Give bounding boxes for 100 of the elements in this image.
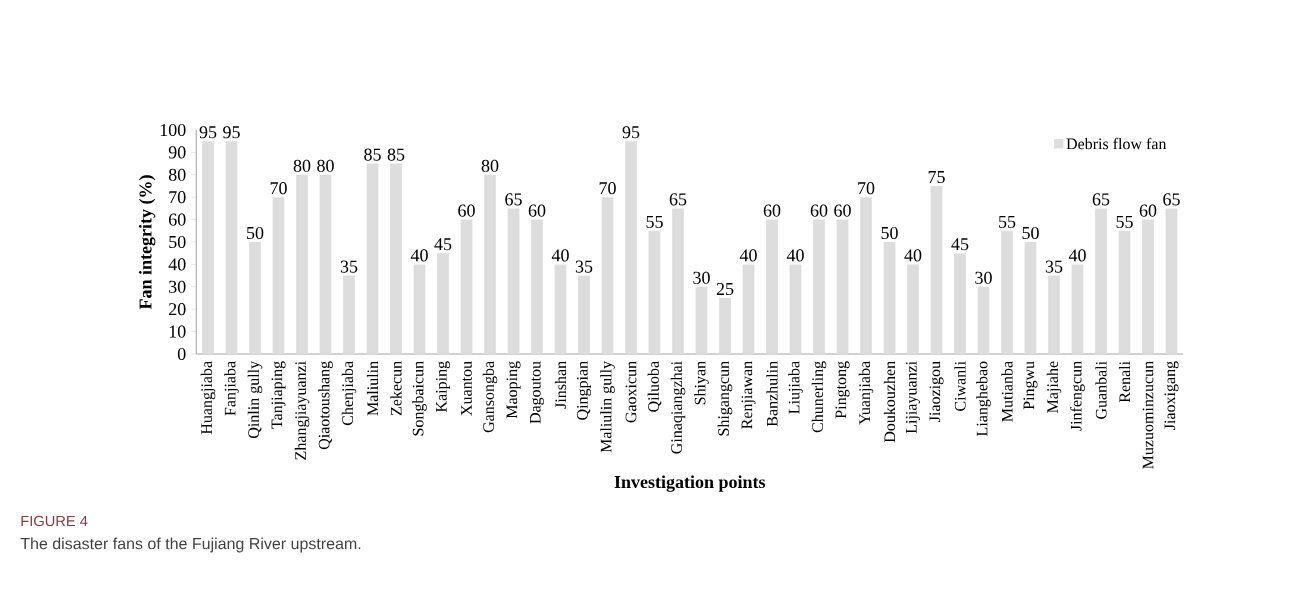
x-tick-label: Jiaozigou xyxy=(929,361,944,422)
bar xyxy=(390,163,402,354)
x-tick-label: Shigangcun xyxy=(717,361,733,436)
x-tick-label: Muzuominzucun xyxy=(1142,361,1154,469)
y-tick-label: 100 xyxy=(160,123,186,137)
data-label: 30 xyxy=(975,271,992,284)
bar xyxy=(272,197,285,354)
legend-label: Debris flow fan xyxy=(1066,137,1167,150)
bar xyxy=(742,264,755,354)
bar xyxy=(531,219,543,354)
data-label: 40 xyxy=(1068,249,1086,262)
data-label: 35 xyxy=(575,260,593,273)
bar xyxy=(413,264,426,354)
x-axis-title: Investigation points xyxy=(614,475,766,492)
bar xyxy=(601,197,614,354)
caption: FIGURE 4 xyxy=(21,515,88,527)
bar xyxy=(437,253,449,354)
x-tick-label: Qiluoba xyxy=(647,361,662,412)
data-label: 60 xyxy=(528,204,546,217)
bar xyxy=(296,174,308,354)
data-label: 40 xyxy=(786,249,804,262)
x-tick-label: Renali xyxy=(1118,361,1131,403)
bar xyxy=(460,219,473,354)
data-label: 60 xyxy=(834,204,851,217)
text: The disaster fans of the Fujiang River upstream. xyxy=(20,537,361,553)
x-tick-label: Ginaqiangzhai xyxy=(670,361,686,454)
data-label: 60 xyxy=(1139,204,1157,217)
data-label: 70 xyxy=(270,182,287,195)
bar xyxy=(319,174,332,354)
x-tick-label: Dagoutou xyxy=(530,361,544,424)
data-label: 40 xyxy=(410,249,428,262)
bar xyxy=(366,163,379,354)
data-label: 45 xyxy=(434,238,452,251)
x-tick-label: Songbaicun xyxy=(412,361,427,436)
x-tick-label: Renjiawan xyxy=(741,361,756,429)
y-tick-label: 10 xyxy=(169,325,186,338)
data-label: 55 xyxy=(999,215,1016,228)
data-label: 70 xyxy=(599,182,616,195)
bar xyxy=(1071,264,1084,354)
data-label: 80 xyxy=(293,159,311,172)
x-tick-label: Pingtong xyxy=(835,361,850,419)
x-tick-label: Kaiping xyxy=(435,361,451,413)
bar xyxy=(1095,208,1107,354)
bar xyxy=(813,219,825,354)
bar xyxy=(1165,208,1178,354)
bar xyxy=(1048,275,1060,354)
x-tick-label: Jinfengcun xyxy=(1070,361,1085,431)
bar xyxy=(766,219,778,354)
bar xyxy=(954,253,966,354)
data-label: 65 xyxy=(1092,193,1110,206)
bar xyxy=(625,141,637,354)
x-tick-label: Fanjiaba xyxy=(224,361,239,416)
bar xyxy=(1118,230,1131,354)
bar xyxy=(1001,230,1013,354)
bar xyxy=(1024,241,1037,354)
bar xyxy=(507,208,520,354)
data-label: 40 xyxy=(551,249,569,262)
x-tick-label: Mutianba xyxy=(1001,361,1013,422)
bar xyxy=(719,297,731,354)
y-tick-label: 50 xyxy=(169,235,186,249)
data-label: 95 xyxy=(199,126,217,139)
data-label: 40 xyxy=(904,249,922,262)
data-label: 95 xyxy=(622,126,640,139)
y-tick-label: 80 xyxy=(168,168,186,181)
x-tick-label: Ciwanli xyxy=(954,361,966,411)
bar xyxy=(484,174,496,354)
y-tick-label: 90 xyxy=(168,146,186,159)
x-tick-label: Qinlin gully xyxy=(247,360,263,439)
bar xyxy=(343,275,355,354)
y-tick-label: 70 xyxy=(169,191,186,204)
x-tick-label: Maoping xyxy=(506,361,521,419)
data-label: 25 xyxy=(716,282,734,296)
bar xyxy=(883,241,896,354)
data-label: 50 xyxy=(247,226,264,240)
y-tick-label: 20 xyxy=(169,303,186,316)
bar xyxy=(249,241,261,354)
x-tick-label: Maliulin gully xyxy=(600,360,615,453)
data-label: 85 xyxy=(387,148,405,161)
data-label: 55 xyxy=(1116,215,1133,228)
data-label: 95 xyxy=(223,126,240,139)
x-tick-label: Yuanjiaba xyxy=(858,361,874,425)
data-label: 60 xyxy=(458,204,475,217)
x-tick-label: Banzhulin xyxy=(766,361,778,427)
y-tick-label: 60 xyxy=(168,213,186,226)
x-tick-label: Majiahe xyxy=(1046,361,1062,413)
data-label: 80 xyxy=(317,159,334,172)
bar xyxy=(907,264,919,354)
x-tick-label: Zhangjiayuanzi xyxy=(294,361,310,460)
data-label: 65 xyxy=(669,193,687,206)
bar xyxy=(860,197,872,354)
y-tick-label: 0 xyxy=(177,347,186,361)
y-tick-label: 30 xyxy=(169,280,186,293)
data-label: 85 xyxy=(364,148,381,161)
x-tick-label: Lianghebao xyxy=(976,361,991,436)
data-label: 65 xyxy=(1163,193,1180,206)
bar xyxy=(672,208,684,354)
bar xyxy=(930,185,943,354)
y-axis-title: Fan integrity (%) xyxy=(138,175,156,310)
bar xyxy=(554,264,567,354)
x-tick-label: Chenjiaba xyxy=(341,361,357,426)
